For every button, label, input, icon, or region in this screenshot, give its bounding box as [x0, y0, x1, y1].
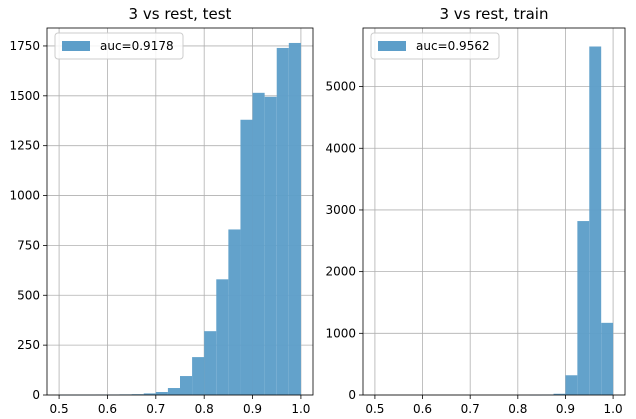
histogram-bar	[240, 119, 253, 395]
chart-title: 3 vs rest, train	[440, 5, 549, 23]
x-tick-label: 0.9	[243, 402, 262, 416]
legend: auc=0.9178	[54, 32, 184, 60]
legend-box	[54, 32, 184, 60]
x-tick-label: 0.6	[98, 402, 117, 416]
histogram-bar	[288, 42, 301, 396]
histogram-bar	[565, 375, 578, 395]
y-tick-label: 1500	[9, 89, 40, 103]
axes-frame	[362, 27, 626, 396]
y-tick-label: 4000	[325, 141, 356, 155]
y-tick-label: 3000	[325, 203, 356, 217]
x-tick-label: 0.5	[50, 402, 69, 416]
x-tick-label: 0.6	[413, 402, 432, 416]
histogram-bar	[577, 221, 590, 395]
y-tick-label: 5000	[325, 80, 356, 94]
y-tick-label: 1000	[325, 326, 356, 340]
histogram-bar	[276, 47, 289, 396]
x-tick-label: 1.0	[604, 402, 623, 416]
x-tick-label: 0.5	[365, 402, 384, 416]
x-tick-label: 0.7	[146, 402, 165, 416]
legend-swatch	[378, 41, 406, 51]
histogram-bar	[252, 92, 265, 396]
x-tick-label: 0.8	[195, 402, 214, 416]
histogram-bar	[143, 393, 156, 395]
histogram-bar	[204, 331, 217, 395]
legend-box	[370, 32, 500, 60]
x-tick-label: 0.9	[556, 402, 575, 416]
y-tick-label: 1250	[9, 139, 40, 153]
x-tick-label: 1.0	[291, 402, 310, 416]
chart-title: 3 vs rest, test	[129, 5, 232, 23]
histogram-bar	[192, 357, 205, 395]
y-tick-label: 0	[32, 388, 40, 402]
histogram-bar	[167, 388, 180, 395]
y-tick-label: 2000	[325, 265, 356, 279]
subplot-2: 0.5 0.6 0.7 0.8 0.9 1.0 0 1000 2000 3000 4000 5000 3…	[325, 5, 626, 416]
histogram-bar	[601, 322, 614, 395]
y-tick-label: 0	[348, 388, 356, 402]
legend: auc=0.9562	[370, 32, 500, 60]
legend-label: auc=0.9562	[416, 39, 490, 53]
legend-swatch	[62, 41, 90, 51]
histogram-bar	[589, 46, 602, 395]
histogram-bar	[553, 393, 566, 395]
x-tick-label: 0.7	[461, 402, 480, 416]
legend-label: auc=0.9178	[100, 39, 174, 53]
y-tick-label: 500	[17, 288, 40, 302]
y-tick-label: 1000	[9, 189, 40, 203]
y-tick-label: 250	[17, 338, 40, 352]
axes-frame	[46, 27, 314, 396]
histogram-bar	[228, 229, 241, 395]
histogram-bar	[155, 392, 168, 395]
y-tick-label: 1750	[9, 39, 40, 53]
y-tick-label: 750	[17, 238, 40, 252]
x-tick-label: 0.8	[508, 402, 527, 416]
histogram-bar	[180, 376, 193, 395]
histogram-bar	[264, 96, 277, 395]
histogram-bar	[216, 279, 229, 395]
subplot-1: 0.5 0.6 0.7 0.8 0.9 1.0 0 250 500 750 1000 1250 1500…	[9, 5, 314, 416]
